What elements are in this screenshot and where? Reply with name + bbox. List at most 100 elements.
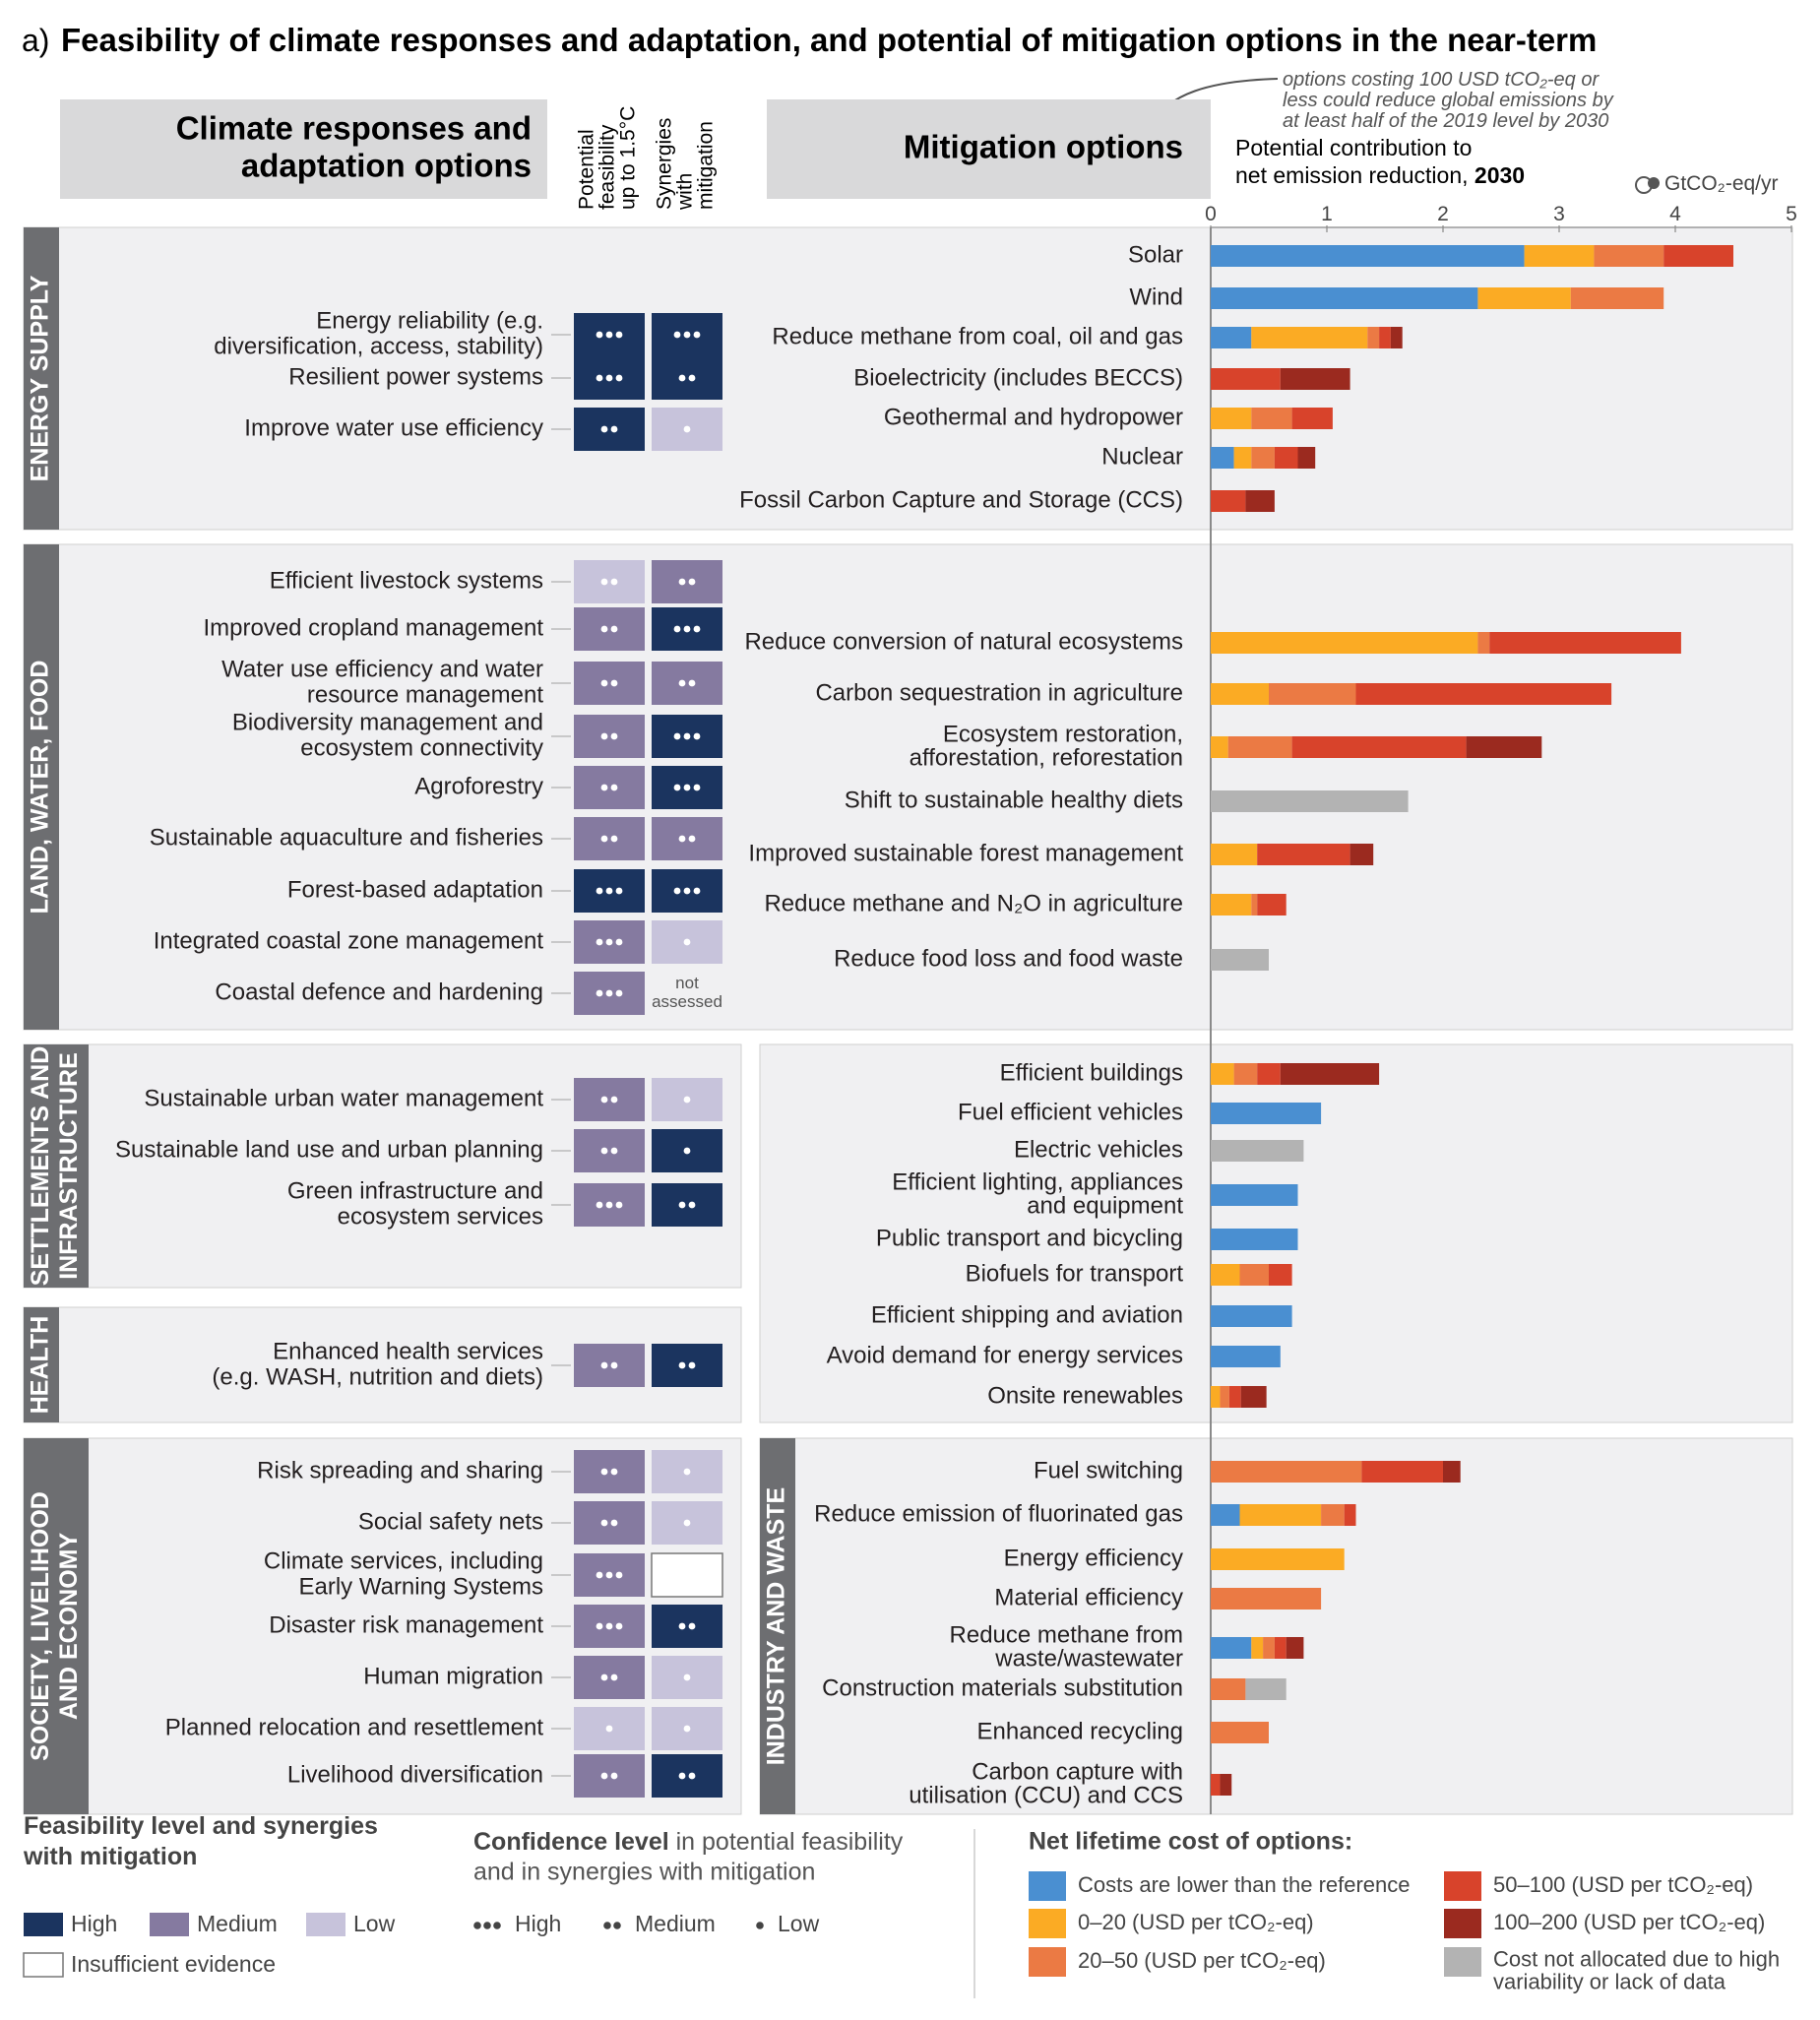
- feasibility-cell-confidence-dot: [605, 1201, 613, 1209]
- feasibility-cell-confidence-dot: [596, 1201, 603, 1209]
- synergies-column-header-line: with: [674, 173, 697, 211]
- legend: Feasibility level and synergies with miti…: [23, 1812, 1780, 1998]
- sector-bar-settlements: [24, 1044, 89, 1288]
- feasibility-cell-confidence-dot: [610, 425, 618, 433]
- mitigation-option-label: Carbon capture with: [972, 1758, 1183, 1785]
- legend-cost-label-c0_20: 0–20 (USD per tCO₂-eq): [1078, 1910, 1314, 1934]
- legend-cost-label-na: Cost not allocated due to high: [1493, 1946, 1780, 1971]
- bar-segment-c0_20: [1233, 447, 1252, 469]
- synergies-cell-confidence-dot: [673, 625, 681, 633]
- feasibility-cell-confidence-dot: [610, 835, 618, 843]
- adaptation-option-label: Improved cropland management: [203, 614, 543, 641]
- adaptation-option-label: Forest-based adaptation: [287, 876, 543, 903]
- mitigation-option-label: Efficient lighting, appliances: [892, 1168, 1183, 1195]
- bar-segment-c20_50: [1477, 632, 1490, 654]
- synergies-cell-confidence-dot: [683, 887, 691, 895]
- feasibility-cell-confidence-dot: [605, 938, 613, 946]
- bar-segment-c20_50: [1321, 1504, 1345, 1526]
- adaptation-header-box: [60, 99, 547, 199]
- callout-line: less could reduce global emissions by: [1283, 90, 1614, 111]
- feasibility-cell-confidence-dot: [605, 989, 613, 997]
- bar-segment-c20_50: [1239, 1264, 1269, 1286]
- bar-segment-c20_50: [1367, 327, 1380, 348]
- bar-segment-c20_50: [1211, 1678, 1246, 1700]
- bar-segment-c100_200: [1390, 327, 1403, 348]
- panel-energy: [23, 226, 1793, 531]
- mitigation-option-label: Carbon sequestration in agriculture: [815, 679, 1183, 706]
- feasibility-cell-confidence-dot: [615, 887, 623, 895]
- feasibility-cell-confidence-dot: [610, 625, 618, 633]
- feasibility-cell-confidence-dot: [596, 1571, 603, 1579]
- feasibility-cell-confidence-dot: [615, 331, 623, 339]
- adaptation-option-label: Water use efficiency and water: [221, 656, 543, 682]
- feasibility-cell-confidence-dot: [610, 1519, 618, 1527]
- legend-level-swatch-medium: [150, 1913, 189, 1936]
- synergies-cell-confidence-dot: [688, 374, 696, 382]
- feasibility-cell: [574, 766, 645, 809]
- legend-confidence-label-low: Low: [778, 1911, 820, 1936]
- feasibility-cell: [574, 1078, 645, 1121]
- feasibility-cell: [574, 408, 645, 451]
- adaptation-option-label: diversification, access, stability): [214, 333, 543, 359]
- legend-cost-swatch-na: [1444, 1947, 1481, 1977]
- synergies-cell-confidence-dot: [678, 374, 686, 382]
- panel-letter: a): [22, 23, 49, 58]
- mitigation-option-label: Enhanced recycling: [977, 1718, 1183, 1744]
- bar-segment-c0_20: [1524, 245, 1595, 267]
- feasibility-cell-confidence-dot: [610, 1468, 618, 1476]
- bar-segment-c50_100: [1211, 368, 1281, 390]
- bar-segment-c20_50: [1227, 736, 1292, 758]
- legend-confidence-title-bold: Confidence level: [473, 1828, 669, 1856]
- feasibility-cell: [574, 662, 645, 705]
- bar-segment-lower: [1211, 1504, 1240, 1526]
- legend-level-swatch-high: [24, 1913, 63, 1936]
- legend-level-swatch-insufficient: [23, 1952, 64, 1978]
- bar-segment-c100_200: [1349, 844, 1374, 865]
- synergies-cell: [652, 1183, 722, 1227]
- axis-title-line1: Potential contribution to: [1235, 135, 1472, 160]
- feasibility-cell-confidence-dot: [596, 938, 603, 946]
- synergies-cell-confidence-dot: [683, 1673, 691, 1681]
- sector-bar-land: [24, 544, 59, 1030]
- legend-cost-label-na: variability or lack of data: [1493, 1969, 1726, 1993]
- adaptation-option-label: Sustainable urban water management: [144, 1085, 543, 1111]
- feasibility-cell-confidence-dot: [610, 732, 618, 740]
- sector-panels: ENERGY SUPPLY LAND, WATER, FOOD SETTLEMENT…: [23, 226, 1793, 1815]
- legend-confidence-label-medium: Medium: [635, 1911, 716, 1936]
- legend-confidence-dot: [473, 1922, 481, 1929]
- adaptation-option-label: Livelihood diversification: [287, 1761, 543, 1788]
- synergies-cell: [652, 817, 722, 860]
- synergies-cell-confidence-dot: [693, 732, 701, 740]
- adaptation-option-label: Social safety nets: [358, 1508, 543, 1535]
- adaptation-option-label: Integrated coastal zone management: [154, 927, 544, 954]
- x-tick-label: 2: [1437, 203, 1449, 225]
- sector-label-settlements: SETTLEMENTS AND: [27, 1046, 54, 1287]
- feasibility-cell-confidence-dot: [600, 1147, 608, 1155]
- feasibility-cell: [574, 1656, 645, 1699]
- bar-segment-c100_200: [1297, 447, 1316, 469]
- mitigation-header-box: [767, 99, 1211, 199]
- synergies-cell: [652, 560, 722, 603]
- bar-segment-c0_20: [1211, 1063, 1234, 1085]
- feasibility-cell: [574, 1754, 645, 1798]
- feasibility-cell-confidence-dot: [596, 331, 603, 339]
- mitigation-option-label: Energy efficiency: [1004, 1545, 1183, 1571]
- legend-cost-title: Net lifetime cost of options:: [1029, 1828, 1352, 1856]
- legend-cost-swatch-c20_50: [1029, 1947, 1066, 1977]
- feasibility-cell: [574, 1344, 645, 1387]
- bar-segment-c100_200: [1280, 368, 1350, 390]
- synergies-cell: [652, 1605, 722, 1648]
- mitigation-option-label: Improved sustainable forest management: [748, 840, 1183, 866]
- bar-segment-c50_100: [1211, 1774, 1221, 1796]
- feasibility-cell-confidence-dot: [610, 578, 618, 586]
- bar-segment-c100_200: [1280, 1063, 1380, 1085]
- sector-bar-health: [24, 1307, 59, 1422]
- synergies-cell-confidence-dot: [693, 784, 701, 791]
- synergies-cell: [652, 1344, 722, 1387]
- adaptation-option-label: resource management: [307, 681, 543, 708]
- bar-segment-lower: [1211, 1305, 1292, 1327]
- callout-line: at least half of the 2019 level by 2030: [1283, 110, 1608, 132]
- bar-segment-c0_20: [1211, 844, 1258, 865]
- synergies-cell-confidence-dot: [683, 331, 691, 339]
